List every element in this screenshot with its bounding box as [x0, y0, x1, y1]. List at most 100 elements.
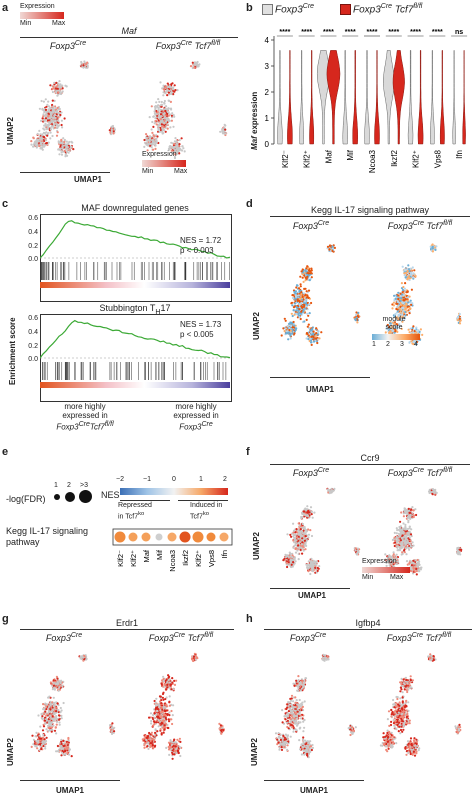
umap-plot-d — [280, 243, 462, 346]
violin-significance: **** — [301, 29, 312, 36]
xlabel-a: UMAP1 — [73, 175, 102, 184]
gsea-right-note: more highly expressed in Foxp3Cre — [173, 402, 219, 432]
nes-legend-title: NES — [101, 490, 120, 500]
legend-a2-max: Max — [174, 168, 188, 175]
repressed-label: Repressed in Tcf7ko — [118, 502, 152, 521]
dot-plot-column-label: Mif — [155, 549, 164, 560]
gsea1-ytick-0: 0.6 — [28, 215, 38, 222]
legend-d-tick-3: 3 — [400, 341, 404, 348]
violin-shape — [277, 50, 283, 145]
violin-significance: **** — [388, 29, 399, 36]
ylabel-g: UMAP2 — [6, 737, 15, 766]
gsea2-ytick-2: 0.2 — [28, 343, 38, 350]
umap-points — [274, 653, 462, 759]
nes-tick-1: −1 — [143, 476, 151, 483]
gsea2-ytick-3: 0.0 — [28, 356, 38, 363]
dot-plot-column-label: Klf2⁺ — [194, 550, 203, 567]
panel-letter-b: b — [246, 2, 253, 14]
group2-label-f: Foxp3Cre Tcf7fl/fl — [387, 467, 453, 478]
dot-plot-dot — [206, 532, 216, 542]
group1-label-f: Foxp3Cre — [292, 467, 330, 478]
violin-shape — [430, 50, 435, 145]
umap-points — [30, 60, 228, 160]
panel-letter-a: a — [2, 2, 9, 14]
violin-category-label: Klf2⁻ — [281, 150, 290, 168]
violin-category-label: Maf — [324, 149, 333, 163]
legend-a2-min: Min — [142, 168, 154, 175]
gsea-rank-bar — [40, 282, 230, 288]
gsea1-plot — [40, 220, 231, 288]
dot-plot-dot — [192, 531, 204, 543]
legend-a2-colorbar — [142, 160, 186, 167]
ylabel-h: UMAP2 — [250, 737, 259, 766]
dot-plot-dot — [179, 531, 191, 543]
group2-label-h: Foxp3Cre Tcf7fl/fl — [386, 632, 452, 643]
violin-shape — [417, 50, 424, 145]
umap-plot-f — [282, 487, 463, 576]
dot-plot-column-label: Vps8 — [207, 550, 216, 567]
row-label-e: Kegg IL-17 signaling pathway — [6, 526, 89, 547]
violin-significance: **** — [279, 29, 290, 36]
violin-plot-b: 4 3 2 1 0 **** Klf2⁻ **** Klf2⁺ **** Maf **** Mif ***… — [265, 29, 468, 173]
violin-category-label: Ncoa3 — [368, 149, 377, 173]
gsea2-nes: NES = 1.73 — [180, 320, 222, 329]
group1-label-d: Foxp3Cre — [292, 220, 330, 231]
dot-plot-column-label: Ikzf2 — [181, 550, 190, 566]
xlabel-h: UMAP1 — [299, 786, 328, 795]
gsea2-ytick-0: 0.6 — [28, 315, 38, 322]
dot-plot-dot — [128, 532, 138, 542]
violin-significance: ns — [455, 29, 463, 36]
size-dot-2 — [65, 492, 75, 502]
legend-d-tick-2: 2 — [386, 341, 390, 348]
gsea2-title: Stubbington TH17 — [99, 303, 171, 316]
dot-plot-column-label: Ncoa3 — [168, 550, 177, 572]
violin-category-label: Mif — [346, 149, 355, 160]
violin-ytick-label: 1 — [265, 114, 270, 123]
title-d: Kegg IL-17 signaling pathway — [310, 205, 430, 215]
legend-d-tick-4: 4 — [414, 341, 418, 348]
legend-f-max: Max — [390, 574, 404, 581]
x-axis-line-g — [20, 780, 120, 781]
violin-significance: **** — [345, 29, 356, 36]
gene-title-h: Igfbp4 — [355, 618, 381, 628]
umap-plot-g — [30, 652, 225, 760]
group2-label-d: Foxp3Cre Tcf7fl/fl — [387, 220, 453, 231]
dot-plot-dot — [167, 532, 177, 542]
violin-shape — [392, 50, 405, 145]
panel-letter-d: d — [246, 198, 253, 210]
umap-points — [280, 243, 462, 346]
violin-shape — [374, 50, 380, 145]
title-underline-h — [264, 629, 472, 630]
group2-label-g: Foxp3Cre Tcf7fl/fl — [148, 632, 214, 643]
gsea-left-note: more highly expressed in Foxp3CreTcf7fl/… — [56, 402, 114, 432]
xlabel-f: UMAP1 — [297, 591, 326, 600]
gsea-curve — [40, 319, 231, 359]
panel-letter-g: g — [2, 613, 9, 625]
gsea1-ytick-2: 0.2 — [28, 243, 38, 250]
x-axis-line-f — [270, 588, 350, 589]
ylabel-a: UMAP2 — [6, 116, 15, 145]
legend-f-min: Min — [362, 574, 374, 581]
legend-f-colorbar — [362, 567, 410, 573]
violin-shape — [364, 50, 370, 145]
dot-plot-column-label: Ifn — [220, 550, 229, 558]
violin-significance: **** — [323, 29, 334, 36]
violin-category-label: Vps8 — [433, 149, 442, 168]
gsea-curve — [40, 220, 231, 259]
nes-tick-3: 1 — [199, 476, 203, 483]
legend-a-colorbar — [20, 12, 64, 19]
violin-category-label: Ikzf2 — [390, 149, 399, 166]
size-tick-3: >3 — [80, 482, 88, 489]
panel-letter-h: h — [246, 613, 253, 625]
panel-letter-e: e — [2, 446, 9, 458]
violin-shape — [326, 50, 341, 145]
gsea-hit-bars — [40, 262, 230, 280]
nes-tick-2: 0 — [172, 476, 176, 483]
gsea1-p: p < 0.003 — [180, 246, 214, 255]
size-tick-2: 2 — [67, 482, 71, 489]
violin-shape — [342, 50, 348, 145]
gsea-rank-bar — [40, 382, 230, 388]
x-axis-line-d — [270, 377, 370, 378]
legend-b-ctrl-label: Foxp3Cre — [275, 3, 315, 16]
induced-bracket — [178, 500, 228, 501]
